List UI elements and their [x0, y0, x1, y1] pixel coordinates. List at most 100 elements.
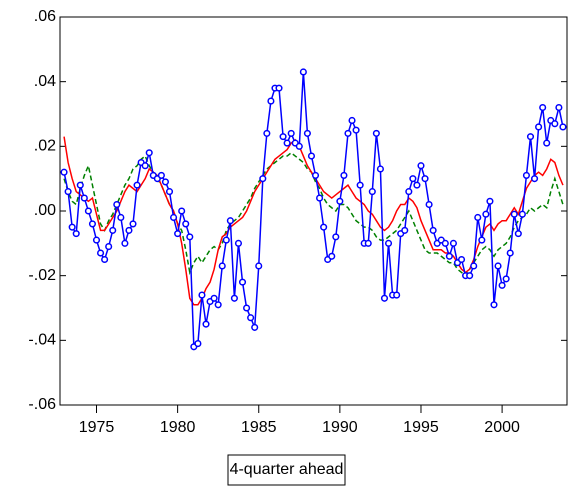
data-point [259, 175, 267, 183]
data-point [230, 294, 238, 302]
data-point [429, 226, 437, 234]
data-point [165, 188, 174, 196]
data-point [405, 188, 413, 196]
data-point [555, 103, 563, 112]
data-point [401, 226, 409, 234]
data-point [535, 123, 543, 131]
data-point [218, 262, 226, 270]
x-tick-label: 1975 [79, 419, 115, 436]
data-point [445, 252, 453, 260]
x-tick-label: 1980 [160, 419, 196, 436]
data-point [198, 291, 206, 299]
data-point [543, 139, 551, 147]
data-point [222, 236, 230, 244]
data-point [518, 210, 526, 218]
data-point [117, 213, 125, 222]
data-point [68, 223, 76, 231]
data-point [251, 323, 259, 331]
data-point [88, 220, 96, 228]
data-point [247, 314, 255, 322]
data-point [295, 142, 303, 150]
data-point [283, 139, 291, 147]
y-tick-label: -.04 [28, 332, 56, 349]
data-point [194, 340, 202, 348]
data-point [413, 181, 421, 189]
data-point [539, 103, 547, 112]
data-point [76, 181, 84, 189]
data-point [267, 97, 275, 105]
data-point [466, 272, 474, 280]
data-point [368, 188, 376, 196]
data-point [486, 197, 494, 205]
data-point [344, 129, 352, 137]
data-point [133, 181, 141, 189]
data-point [287, 129, 295, 137]
data-point [186, 233, 194, 241]
data-point [105, 243, 113, 251]
data-point [238, 278, 247, 286]
data-point [214, 301, 222, 309]
data-point [255, 262, 263, 270]
data-point [121, 239, 129, 247]
data-point [145, 149, 153, 157]
data-point [340, 171, 348, 179]
data-point [441, 239, 449, 247]
x-tick-label: 2000 [484, 419, 520, 436]
data-point [299, 68, 307, 76]
data-point [243, 304, 251, 312]
data-point [226, 217, 234, 225]
data-point [348, 116, 356, 125]
data-point [202, 320, 210, 328]
data-point [157, 171, 165, 179]
y-tick-label: .02 [34, 138, 56, 155]
data-point [80, 194, 88, 202]
data-point [531, 175, 539, 183]
data-point [506, 249, 514, 257]
data-point [113, 200, 121, 209]
data-point [275, 84, 283, 92]
data-point [101, 255, 109, 264]
data-point [109, 226, 117, 234]
x-tick-label: 1990 [322, 419, 358, 436]
series-line [63, 71, 564, 349]
y-tick-label: -.06 [28, 396, 56, 413]
y-tick-label: .04 [34, 73, 56, 90]
data-point [320, 223, 328, 231]
data-point [60, 168, 68, 176]
data-point [559, 123, 567, 131]
data-point [64, 188, 72, 196]
data-point [356, 181, 364, 189]
data-point [364, 239, 372, 247]
data-point [129, 220, 137, 228]
data-point [494, 262, 502, 270]
data-point [352, 126, 360, 134]
data-point [551, 120, 559, 128]
data-point [97, 249, 105, 257]
data-point [514, 230, 522, 238]
data-point [510, 210, 518, 218]
data-point [425, 200, 433, 209]
data-point [316, 194, 324, 202]
data-point [125, 226, 133, 234]
data-point [502, 275, 510, 283]
data-point [263, 129, 271, 137]
data-point [474, 213, 482, 222]
data-point [470, 262, 478, 270]
data-point [393, 291, 401, 299]
data-point [279, 133, 287, 141]
x-tick-label: 1985 [241, 419, 277, 436]
data-point [522, 171, 530, 179]
data-point [376, 165, 384, 173]
data-point [498, 281, 506, 289]
data-point [161, 178, 170, 186]
data-point [182, 220, 190, 228]
y-tick-label: -.02 [28, 267, 56, 284]
data-point [384, 239, 393, 247]
data-point [210, 294, 218, 302]
data-point [457, 255, 466, 264]
data-point [336, 197, 344, 205]
data-point [178, 207, 186, 215]
data-point [372, 129, 380, 137]
data-point [409, 175, 417, 183]
